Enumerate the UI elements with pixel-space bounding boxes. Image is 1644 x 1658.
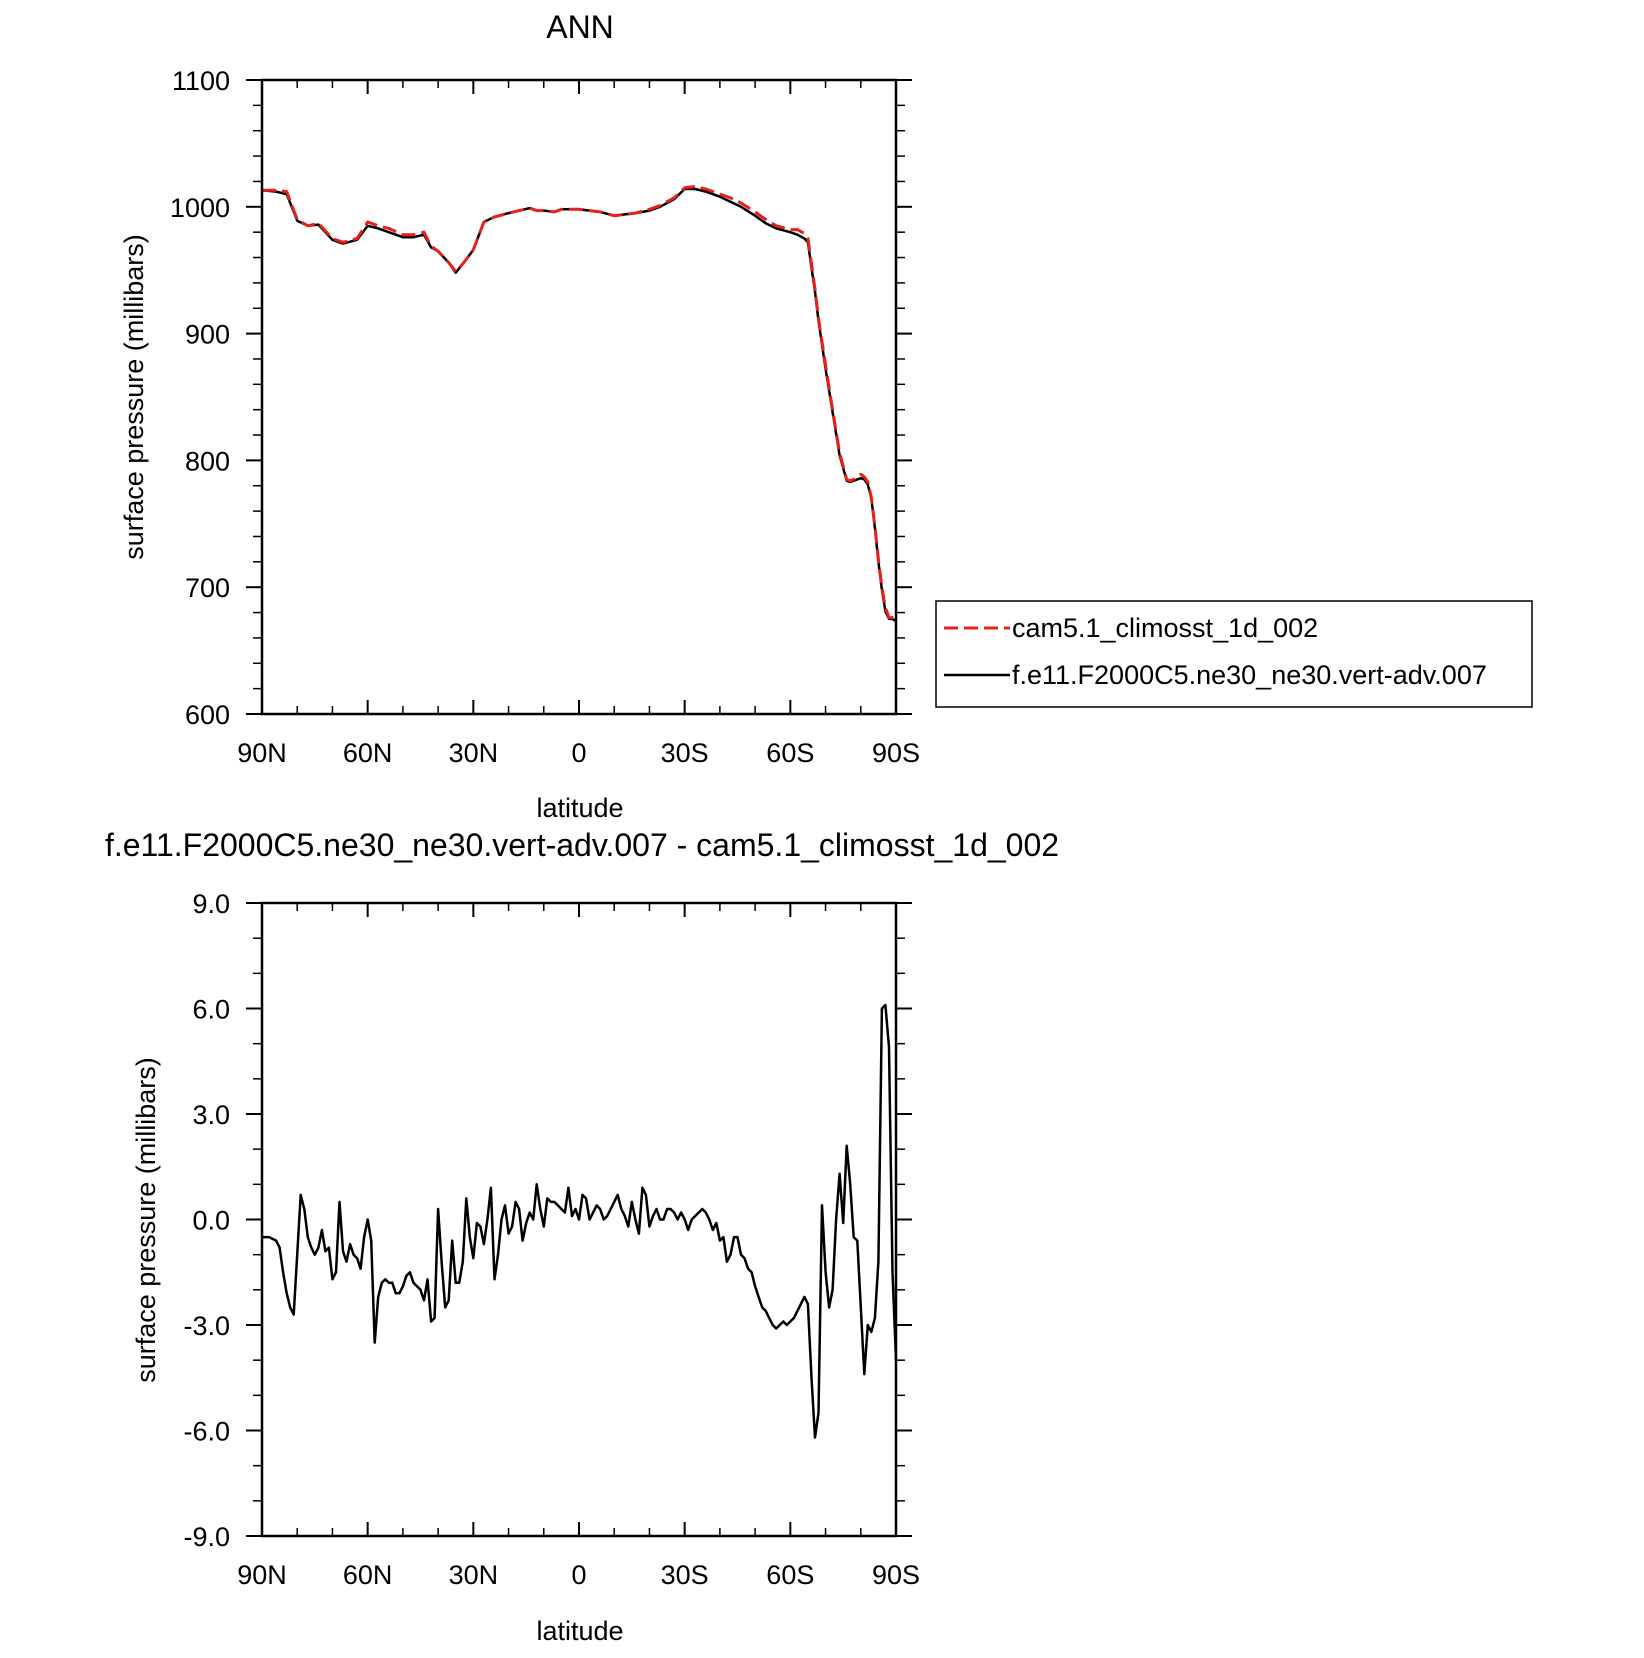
x-tick-label: 0: [571, 1560, 586, 1590]
top-chart-title: ANN: [546, 9, 614, 45]
legend: cam5.1_climosst_1d_002 f.e11.F2000C5.ne3…: [935, 600, 1533, 708]
x-tick-label: 30S: [661, 1560, 709, 1590]
bottom-chart-series: [262, 1003, 898, 1439]
series-line-0-0: [262, 185, 897, 620]
top-chart-ylabel: surface pressure (millibars): [119, 234, 149, 560]
y-tick-label: 800: [185, 446, 230, 476]
y-tick-label: -9.0: [183, 1522, 230, 1552]
x-tick-label: 60N: [343, 738, 393, 768]
x-tick-label: 30N: [449, 1560, 499, 1590]
x-tick-label: 90N: [237, 738, 287, 768]
y-tick-label: 0.0: [192, 1206, 230, 1236]
legend-label-cam: cam5.1_climosst_1d_002: [1012, 613, 1318, 643]
y-tick-label: 1100: [172, 66, 230, 96]
x-tick-label: 0: [571, 738, 586, 768]
top-chart-series: [261, 185, 897, 623]
x-tick-label: 60S: [766, 738, 814, 768]
bottom-chart-xlabel: latitude: [536, 1616, 623, 1646]
x-tick-label: 30S: [661, 738, 709, 768]
y-tick-label: 3.0: [192, 1100, 230, 1130]
legend-label-fe11: f.e11.F2000C5.ne30_ne30.vert-adv.007: [1012, 660, 1487, 690]
x-tick-label: 90N: [237, 1560, 287, 1590]
y-tick-label: -3.0: [183, 1311, 230, 1341]
y-tick-label: 9.0: [192, 889, 230, 919]
top-chart-frame: [260, 78, 898, 716]
y-tick-label: 700: [185, 573, 230, 603]
bottom-chart-frame: [260, 901, 898, 1538]
series-line-1-0: [262, 1003, 898, 1439]
x-tick-label: 90S: [872, 738, 920, 768]
y-tick-label: -6.0: [183, 1417, 230, 1447]
x-tick-label: 90S: [872, 1560, 920, 1590]
x-tick-label: 60S: [766, 1560, 814, 1590]
top-chart: ANN 90N 60N 30N 0 30S 60S 90S 600 700 800 900 1000 1…: [119, 9, 1533, 823]
x-tick-label: 60N: [343, 1560, 393, 1590]
y-tick-label: 900: [185, 320, 230, 350]
bottom-chart: f.e11.F2000C5.ne30_ne30.vert-adv.007 - c…: [105, 827, 1059, 1646]
top-chart-ticks: 90N 60N 30N 0 30S 60S 90S 600 700 800 900 1000 1100: [170, 66, 920, 768]
top-chart-xlabel: latitude: [536, 793, 623, 823]
y-tick-label: 1000: [170, 193, 230, 223]
series-line-0-1: [261, 187, 897, 623]
y-tick-label: 600: [185, 700, 230, 730]
bottom-chart-ylabel: surface pressure (millibars): [131, 1057, 161, 1383]
x-tick-label: 30N: [449, 738, 499, 768]
bottom-chart-ticks: 90N 60N 30N 0 30S 60S 90S -9.0 -6.0 -3.0 0.0 3.0 6.0…: [183, 889, 920, 1590]
y-tick-label: 6.0: [192, 995, 230, 1025]
bottom-chart-title: f.e11.F2000C5.ne30_ne30.vert-adv.007 - c…: [105, 827, 1059, 863]
legend-box: [935, 600, 1533, 708]
